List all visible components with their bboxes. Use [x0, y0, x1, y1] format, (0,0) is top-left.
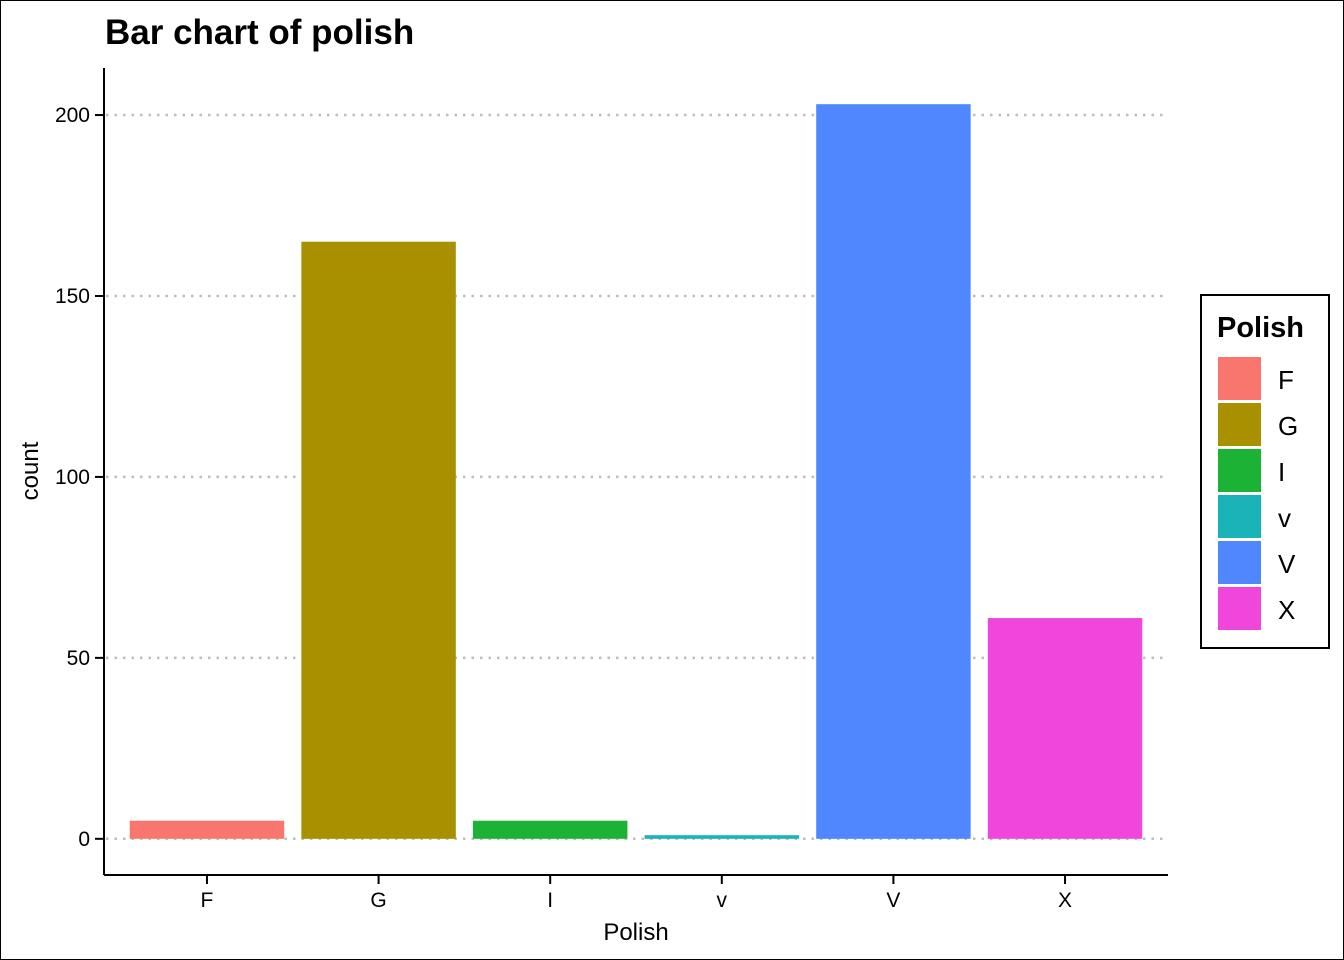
x-tick-label-v: v: [717, 889, 728, 912]
y-tick-label: 200: [55, 104, 90, 127]
legend-swatch-F: [1218, 357, 1261, 400]
y-tick-label: 150: [55, 285, 90, 308]
legend-label-F: F: [1278, 365, 1294, 395]
y-tick-label: 100: [55, 466, 90, 489]
legend-label-V: V: [1278, 549, 1296, 579]
y-axis-title: count: [17, 441, 44, 500]
bar-G: [301, 241, 456, 839]
legend-label-v: v: [1278, 503, 1291, 533]
bar-v: [644, 835, 800, 839]
legend-swatch-X: [1218, 587, 1261, 630]
x-tick-label-F: F: [201, 889, 214, 912]
legend-label-I: I: [1278, 457, 1285, 487]
x-tick-label-X: X: [1058, 889, 1072, 912]
bar-F: [129, 820, 285, 839]
x-tick-label-G: G: [370, 889, 386, 912]
y-tick-label: 50: [67, 647, 90, 670]
legend-title: Polish: [1217, 312, 1304, 344]
legend-swatch-v: [1218, 495, 1261, 538]
bar-V: [816, 104, 971, 839]
legend-swatch-V: [1218, 541, 1261, 584]
y-ticks: 0 50 100 150 200: [55, 104, 104, 851]
legend-swatch-I: [1218, 449, 1261, 492]
y-tick-label: 0: [78, 828, 90, 851]
bars: [129, 104, 1143, 839]
bar-I: [472, 820, 628, 839]
legend-label-G: G: [1278, 411, 1298, 441]
grid-lines: [106, 113, 1164, 841]
legend-label-X: X: [1278, 595, 1295, 625]
legend-swatch-G: [1218, 403, 1261, 446]
x-tick-label-I: I: [547, 889, 553, 912]
chart-title: Bar chart of polish: [105, 13, 414, 52]
bar-X: [987, 618, 1143, 839]
x-axis-title: Polish: [603, 919, 668, 946]
x-tick-label-V: V: [886, 889, 900, 912]
